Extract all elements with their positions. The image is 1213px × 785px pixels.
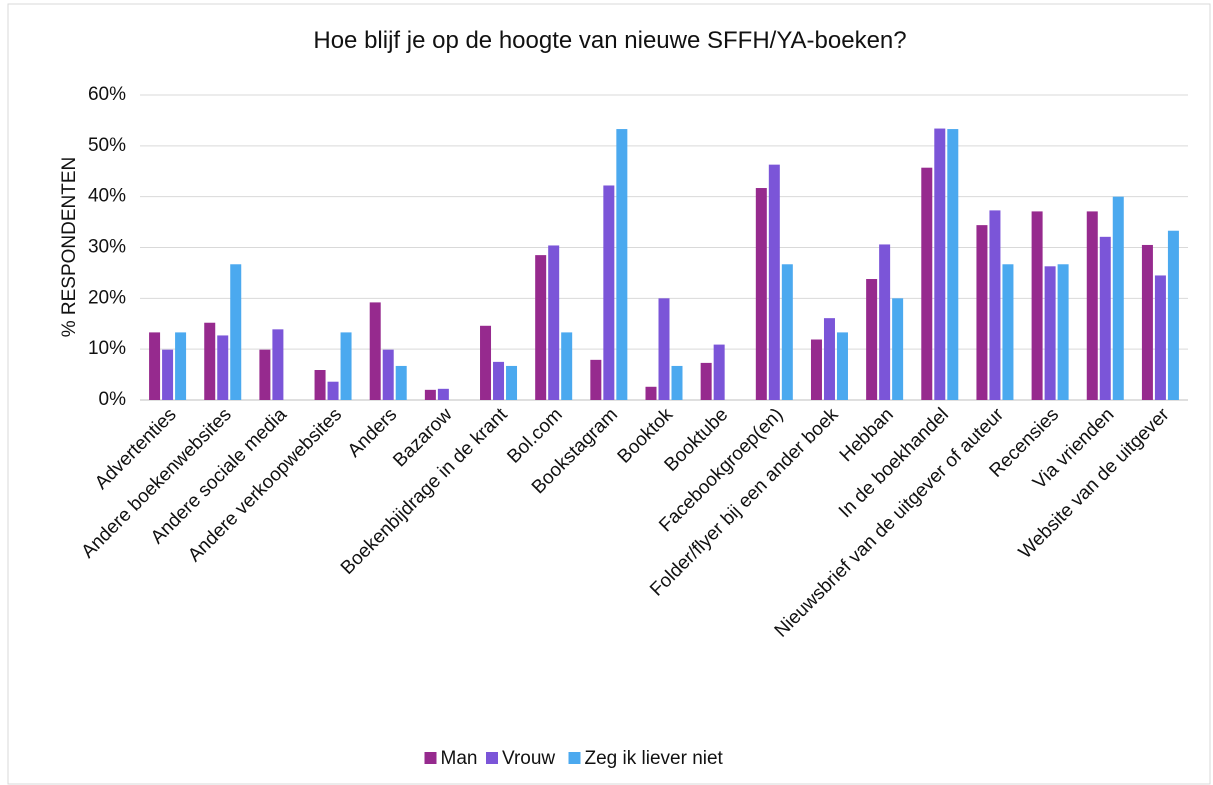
y-tick-label: 60%: [88, 84, 126, 105]
legend-label: Zeg ik liever niet: [585, 748, 724, 769]
bar: [781, 264, 793, 400]
bar: [204, 322, 216, 400]
bar: [480, 325, 492, 400]
legend-label: Vrouw: [502, 748, 555, 769]
y-tick-label: 10%: [88, 338, 126, 359]
bar: [989, 210, 1001, 400]
bar: [755, 188, 767, 400]
bar: [506, 365, 518, 400]
bar: [603, 185, 615, 400]
bar: [1031, 211, 1043, 400]
bar: [382, 349, 394, 400]
bar: [768, 164, 780, 400]
bar: [535, 255, 547, 400]
bar: [1099, 236, 1111, 400]
bar: [947, 129, 959, 400]
bar: [1086, 211, 1098, 400]
bar: [149, 332, 161, 400]
bar: [327, 381, 339, 400]
bar: [921, 167, 933, 400]
legend-swatch: [568, 752, 581, 764]
y-axis-label: % RESPONDENTEN: [59, 157, 80, 338]
legend-swatch: [424, 752, 437, 764]
bar: [561, 332, 573, 400]
bar: [1112, 196, 1124, 400]
bar: [230, 264, 242, 400]
legend-label: Man: [441, 748, 478, 769]
bar: [1044, 266, 1056, 400]
bar: [1057, 264, 1069, 400]
y-tick-label: 50%: [88, 135, 126, 156]
bar: [836, 332, 848, 400]
bar: [934, 128, 946, 401]
bar: [658, 298, 670, 400]
bar: [314, 370, 326, 400]
bar: [671, 365, 683, 400]
bar: [879, 244, 891, 400]
bar: [713, 344, 725, 400]
bar: [866, 279, 878, 400]
bar: [1167, 230, 1179, 400]
bar: [259, 349, 271, 400]
bar: [616, 129, 628, 400]
bar: [395, 365, 407, 400]
bar: [590, 359, 602, 400]
bar: [810, 339, 822, 400]
bar: [162, 349, 174, 400]
y-tick-label: 30%: [88, 237, 126, 258]
bar: [340, 332, 352, 400]
chart-title: Hoe blijf je op de hoogte van nieuwe SFF…: [313, 27, 906, 54]
bar: [645, 386, 657, 400]
bar: [548, 245, 560, 400]
bar: [424, 389, 436, 400]
bar: [217, 335, 229, 400]
bar: [823, 318, 835, 400]
bar: [1154, 275, 1166, 400]
bar: [700, 362, 712, 400]
y-tick-label: 40%: [88, 186, 126, 207]
bar: [1002, 264, 1014, 400]
bar: [437, 388, 449, 400]
bar: [272, 329, 284, 400]
y-tick-label: 0%: [99, 389, 127, 410]
bar: [976, 225, 988, 400]
bar: [369, 302, 381, 400]
bar: [493, 361, 505, 400]
y-tick-label: 20%: [88, 287, 126, 308]
bar: [1141, 244, 1153, 400]
bar: [175, 332, 187, 400]
bar: [892, 298, 904, 400]
legend-swatch: [486, 752, 498, 764]
